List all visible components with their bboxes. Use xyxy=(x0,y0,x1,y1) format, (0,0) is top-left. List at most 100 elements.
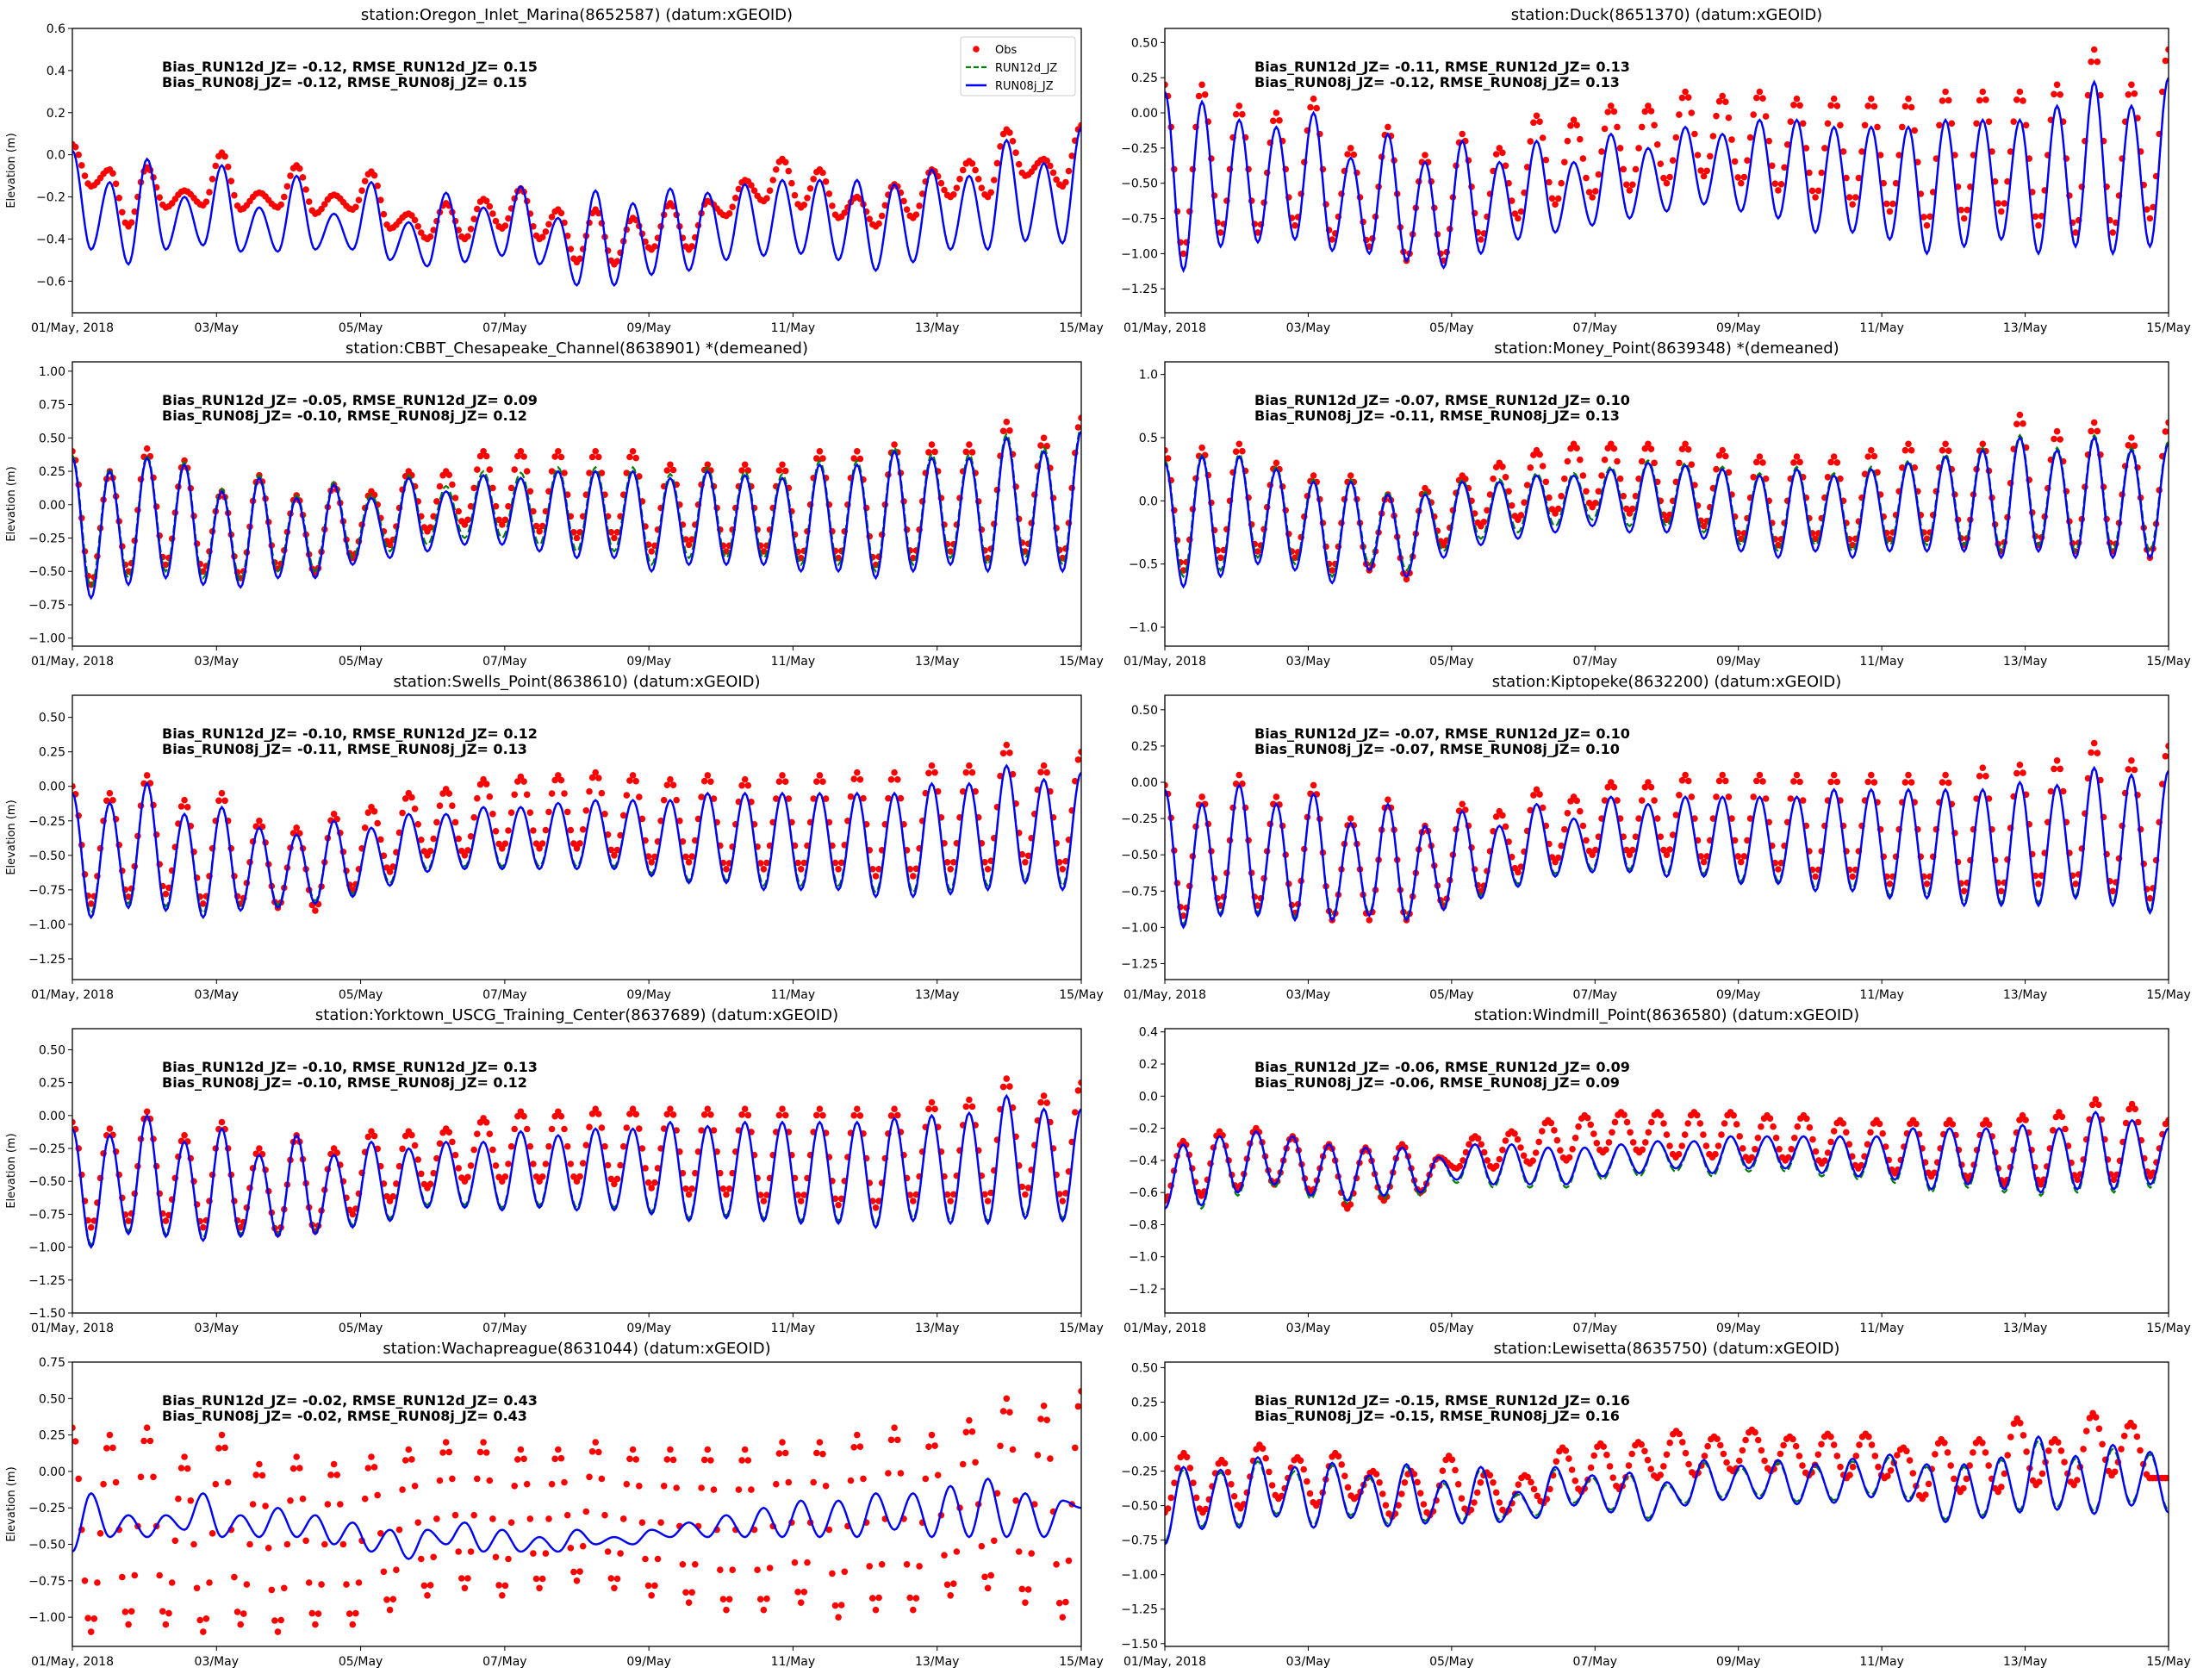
obs-point xyxy=(511,791,518,799)
obs-point xyxy=(1536,118,1543,125)
obs-point xyxy=(1515,215,1522,222)
obs-point xyxy=(779,772,786,779)
x-tick-label: 05/May xyxy=(1429,988,1473,1002)
obs-point xyxy=(433,1154,440,1162)
obs-point xyxy=(517,448,525,455)
obs-point xyxy=(850,455,857,462)
obs-point xyxy=(1684,445,1692,453)
obs-point xyxy=(455,1165,462,1172)
obs-point xyxy=(181,1132,188,1139)
obs-point xyxy=(499,1178,506,1185)
obs-point xyxy=(1647,108,1655,115)
stats-line: Bias_RUN12d_JZ= -0.07, RMSE_RUN12d_JZ= 0… xyxy=(1254,725,1630,742)
obs-point xyxy=(723,548,730,555)
obs-point xyxy=(361,824,369,831)
obs-point xyxy=(175,1495,182,1503)
obs-point xyxy=(1012,1497,1019,1504)
obs-point xyxy=(308,1609,316,1617)
obs-point xyxy=(2013,96,2020,103)
y-tick-label: 0.50 xyxy=(1131,704,1158,718)
obs-point xyxy=(704,772,712,779)
obs-point xyxy=(551,1455,558,1463)
obs-point xyxy=(592,1439,599,1446)
obs-point xyxy=(1657,833,1665,840)
obs-point xyxy=(1055,859,1063,866)
obs-point xyxy=(548,790,556,797)
x-tick-label: 01/May, 2018 xyxy=(1123,321,1206,335)
obs-point xyxy=(1186,1465,1194,1472)
obs-point xyxy=(781,1449,789,1457)
obs-point xyxy=(1059,1198,1067,1204)
obs-point xyxy=(1684,1120,1691,1127)
obs-point xyxy=(816,1105,824,1112)
obs-point xyxy=(598,789,606,797)
obs-point xyxy=(103,797,110,805)
obs-point xyxy=(1627,1129,1634,1136)
obs-point xyxy=(200,1628,207,1635)
obs-point xyxy=(1663,851,1671,858)
obs-point xyxy=(775,1450,783,1457)
obs-point xyxy=(557,209,565,217)
obs-point xyxy=(816,772,824,779)
obs-point xyxy=(2016,411,2024,419)
obs-point xyxy=(1006,427,1013,434)
obs-point xyxy=(215,1445,222,1452)
obs-point xyxy=(1709,133,1717,140)
obs-point xyxy=(1548,195,1556,202)
obs-point xyxy=(1542,156,1550,164)
obs-point xyxy=(1641,445,1649,452)
obs-point xyxy=(1777,1450,1784,1458)
obs-point xyxy=(872,1204,880,1211)
obs-point xyxy=(1459,130,1466,138)
obs-point xyxy=(613,1175,621,1183)
obs-point xyxy=(2013,769,2020,777)
stats-line: Bias_RUN08j_JZ= -0.11, RMSE_RUN08j_JZ= 0… xyxy=(162,741,527,757)
obs-point xyxy=(607,846,615,854)
obs-point xyxy=(374,1491,382,1499)
obs-point xyxy=(1043,157,1050,165)
obs-point xyxy=(1022,1191,1029,1198)
obs-point xyxy=(1663,516,1671,524)
x-tick-label: 15/May xyxy=(1059,321,1103,335)
y-tick-label: −0.50 xyxy=(28,565,65,579)
obs-point xyxy=(442,1439,450,1446)
obs-point xyxy=(451,1511,459,1519)
y-tick-label: 1.0 xyxy=(1139,369,1158,383)
obs-point xyxy=(2120,1432,2128,1440)
obs-point xyxy=(1694,152,1702,159)
obs-point xyxy=(698,793,705,800)
obs-point xyxy=(588,1111,596,1117)
obs-point xyxy=(644,1582,652,1590)
subplot-2: station:Duck(8651370) (datum:xGEOID)−1.2… xyxy=(1121,6,2191,335)
obs-point xyxy=(1861,121,1869,129)
obs-point xyxy=(875,220,882,227)
obs-point xyxy=(738,781,745,789)
stats-line: Bias_RUN12d_JZ= -0.02, RMSE_RUN12d_JZ= 0… xyxy=(162,1392,538,1409)
obs-point xyxy=(1901,446,1909,454)
obs-point xyxy=(523,1480,531,1488)
obs-point xyxy=(1003,1395,1011,1403)
obs-point xyxy=(474,205,481,213)
obs-point xyxy=(1876,1120,1883,1128)
obs-point xyxy=(822,178,830,185)
obs-point xyxy=(595,1111,602,1117)
obs-point xyxy=(1982,1449,1989,1456)
obs-point xyxy=(1536,791,1543,798)
obs-point xyxy=(1547,1119,1555,1127)
obs-point xyxy=(891,1424,898,1431)
obs-point xyxy=(2094,750,2101,756)
obs-point xyxy=(486,466,494,473)
obs-point xyxy=(1814,187,1822,195)
obs-point xyxy=(738,467,745,474)
obs-point xyxy=(433,818,440,826)
x-tick-label: 11/May xyxy=(1859,988,1903,1002)
obs-point xyxy=(333,815,341,823)
obs-point xyxy=(872,1606,880,1614)
obs-point xyxy=(1789,1435,1796,1443)
obs-point xyxy=(1609,1129,1615,1136)
obs-point xyxy=(626,1455,633,1463)
obs-point xyxy=(1616,475,1624,482)
obs-point xyxy=(732,195,739,202)
obs-point xyxy=(393,1180,400,1187)
obs-point xyxy=(2055,1439,2062,1446)
